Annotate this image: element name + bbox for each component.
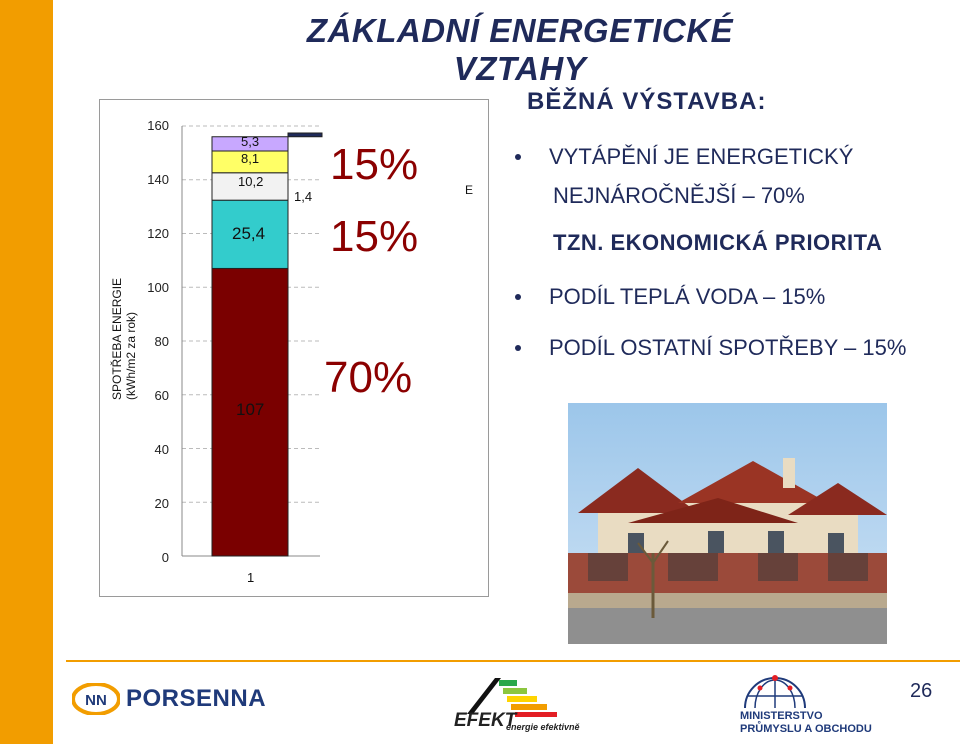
segment-label-hot-water: 25,4 (232, 224, 266, 243)
segment-label-1-4: 1,4 (294, 189, 313, 204)
bullet-hot-water: PODÍL TEPLÁ VODA – 15% (515, 284, 825, 310)
y-tick: 160 (147, 118, 169, 133)
bar-segment-heating (211, 267, 289, 557)
y-tick: 100 (147, 280, 169, 295)
bullet-heating-text: VYTÁPĚNÍ JE ENERGETICKÝ (549, 144, 854, 169)
chart-frame (99, 99, 489, 597)
porsenna-text: PORSENNA (126, 685, 267, 712)
y-tick: 60 (154, 388, 169, 403)
bullet-heating-line2: NEJNÁROČNĚJŠÍ – 70% (553, 183, 805, 208)
ministry-line1: MINISTERSTVO (740, 710, 823, 722)
slide-title: ZÁKLADNÍ ENERGETICKÉ VZTAHY (306, 12, 734, 87)
percent-label-other: 15% (330, 140, 419, 189)
y-axis-label-line1: SPOTŘEBA ENERGIE (109, 278, 124, 400)
bar-segment-hot-water (211, 199, 289, 269)
bullet-dot-icon (515, 294, 521, 300)
y-tick: 140 (147, 172, 169, 187)
ministry-logo: MINISTERSTVO PRŮMYSLU A OBCHODU (740, 670, 890, 740)
svg-text:NN: NN (85, 692, 107, 709)
y-tick: 40 (154, 442, 169, 457)
section-heading: BĚŽNÁ VÝSTAVBA: (527, 88, 767, 115)
orange-sidebar (0, 0, 53, 744)
segment-label-5-3: 5,3 (241, 134, 260, 149)
bullet-hot-water-text: PODÍL TEPLÁ VODA – 15% (549, 284, 826, 309)
y-tick: 0 (161, 550, 169, 565)
bar-segment-5-3 (211, 136, 289, 152)
porsenna-logo: NN PORSENNA (72, 683, 266, 715)
bullet-dot-icon (515, 345, 521, 351)
y-axis-label-line2: (kWh/m2 za rok) (124, 312, 138, 400)
ministry-globe-icon (744, 675, 806, 709)
bar-segment-1-4 (287, 132, 323, 138)
efekt-logo-graphic (437, 674, 577, 734)
house-photo (568, 403, 887, 644)
x-tick: 1 (247, 570, 255, 585)
segment-label-10-2: 10,2 (238, 174, 264, 189)
percent-label-hot-water: 15% (330, 212, 419, 261)
legend-e: E (465, 183, 474, 197)
efekt-text: EFEKT (454, 710, 517, 731)
bullet-dot-icon (515, 154, 521, 160)
y-tick: 120 (147, 226, 169, 241)
economic-priority: TZN. EKONOMICKÁ PRIORITA (553, 230, 883, 255)
ministry-line2: PRŮMYSLU A OBCHODU (740, 723, 872, 735)
page-number: 26 (910, 680, 933, 702)
footer-divider (66, 660, 960, 662)
y-axis-label: SPOTŘEBA ENERGIE (kWh/m2 za rok) (107, 240, 147, 440)
y-tick: 80 (154, 334, 169, 349)
percent-label-heating: 70% (324, 353, 413, 402)
bullet-other: PODÍL OSTATNÍ SPOTŘEBY – 15% (515, 335, 906, 361)
segment-label-8-1: 8,1 (241, 151, 260, 166)
segment-label-heating: 107 (236, 400, 265, 419)
bar-segment-10-2 (211, 172, 289, 201)
bullet-heating: VYTÁPĚNÍ JE ENERGETICKÝ (515, 144, 853, 170)
efekt-subtitle: energie efektivně (506, 722, 580, 732)
porsenna-mark-icon: NN (72, 683, 120, 715)
bullet-other-text: PODÍL OSTATNÍ SPOTŘEBY – 15% (549, 335, 907, 360)
y-tick: 20 (154, 496, 169, 511)
